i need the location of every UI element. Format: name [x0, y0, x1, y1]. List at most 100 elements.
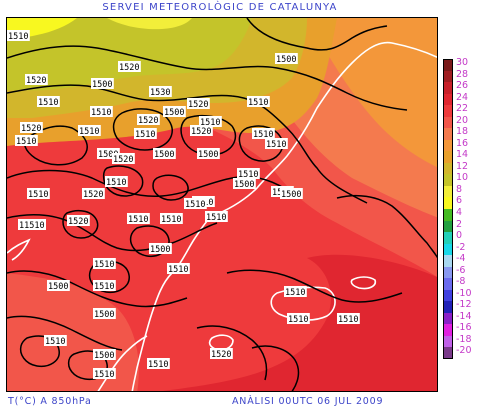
svg-text:1510: 1510 [106, 178, 126, 188]
temperature-map: 1510 1500 1520 1520 1500 1510 1530 1520 1510 1500… [6, 17, 438, 392]
legend-item: 6 [441, 196, 485, 209]
svg-text:1510: 1510 [285, 288, 305, 298]
isobar-label: 1520 [67, 215, 90, 227]
isobar-label: 1510 [265, 138, 288, 150]
isobar-label: 1500 [197, 148, 220, 160]
svg-text:1510: 1510 [200, 118, 220, 128]
legend-item: -10 [441, 287, 485, 302]
legend-label: -8 [456, 276, 466, 288]
isobar-label: 1500 [233, 178, 256, 190]
variable-label: T(°C) A 850hPa [8, 396, 92, 407]
legend-swatch [443, 301, 453, 313]
isobar-label: 1500 [47, 280, 70, 292]
isobars [7, 18, 437, 391]
legend-item: -4 [441, 253, 485, 267]
temperature-legend: 30 28 26 24 22 20 18 16 14 12 10 8 6 4 2 0 -2 -4 -6 -8 -10 -1… [441, 58, 485, 359]
legend-label: -18 [456, 333, 472, 345]
isobar-label: 1510 [237, 168, 260, 180]
legend-item: 16 [441, 138, 485, 152]
isobar [251, 345, 300, 391]
svg-text:1500: 1500 [281, 190, 301, 200]
svg-text:1500: 1500 [48, 282, 68, 292]
svg-text:1510: 1510 [185, 200, 205, 210]
legend-swatch [443, 162, 453, 175]
legend-swatch [443, 82, 453, 94]
isobar [7, 213, 218, 252]
legend-label: 0 [456, 230, 463, 242]
svg-text:1500: 1500 [94, 310, 114, 320]
isobar-label: 1510 [7, 30, 30, 42]
legend-swatch [443, 255, 453, 267]
isobar-label: 1520 [82, 188, 105, 200]
legend-item: 28 [441, 69, 485, 83]
legend-label: 4 [456, 207, 463, 218]
legend-item: -2 [441, 242, 485, 256]
svg-text:1520: 1520 [138, 116, 158, 126]
legend-label: 26 [456, 80, 469, 92]
svg-text:1520: 1520 [119, 63, 139, 73]
legend-swatch [443, 185, 453, 198]
isobar-label: 1520 [210, 348, 233, 360]
legend-item: -6 [441, 265, 485, 279]
legend-label: 8 [456, 183, 463, 195]
svg-text:1520: 1520 [113, 155, 133, 165]
isobar-label: 1510 [160, 213, 183, 225]
svg-text:1510: 1510 [266, 140, 286, 150]
legend-item: 14 [441, 150, 485, 163]
isobar-label: 1510 [37, 96, 60, 108]
legend-label: -20 [456, 345, 472, 357]
isobar-label: 1510 [134, 128, 157, 140]
svg-text:1500: 1500 [276, 55, 296, 65]
isobar-label: 1510 [287, 313, 310, 325]
svg-text:1500: 1500 [164, 108, 184, 118]
isobar [152, 174, 189, 201]
header-title: SERVEI METEOROLÒGIC DE CATALUNYA [102, 2, 338, 13]
legend-swatch [443, 59, 453, 71]
isobar-label: 1500 [91, 78, 114, 90]
isobar [88, 260, 130, 294]
isobar-label: 1520 [190, 125, 213, 137]
legend-swatch [443, 70, 453, 83]
legend-item: -18 [441, 333, 485, 348]
isobar-label: 1500 [93, 349, 116, 361]
isobar-label: 1520 [20, 122, 43, 134]
legend-swatch [443, 209, 453, 221]
legend-swatch [443, 289, 453, 302]
legend-label: 18 [456, 126, 469, 138]
svg-text:1520: 1520 [188, 100, 208, 110]
isobar-label: 1510 [93, 280, 116, 292]
legend-item: -12 [441, 300, 485, 313]
legend-swatch [443, 266, 453, 279]
svg-text:1510: 1510 [94, 282, 114, 292]
svg-text:1510: 1510 [128, 215, 148, 225]
svg-text:1510: 1510 [148, 360, 168, 370]
isobar-label: 1510 [105, 176, 128, 188]
legend-label: 24 [456, 91, 469, 103]
legend-label: -10 [456, 287, 472, 299]
legend-item: 2 [441, 219, 485, 233]
legend-label: 22 [456, 103, 469, 115]
svg-text:1500: 1500 [154, 150, 174, 160]
isobar-label: 1500 [280, 188, 303, 200]
isobar-label: 1500 [153, 148, 176, 160]
western-coast [7, 238, 31, 261]
legend-item: 8 [441, 183, 485, 198]
mainland-coast [131, 41, 437, 391]
svg-text:1520: 1520 [68, 217, 88, 227]
isobar-label: 1520 [25, 74, 48, 86]
legend-swatch [443, 139, 453, 152]
svg-text:1510: 1510 [135, 130, 155, 140]
isobar [102, 165, 144, 197]
legend-item: -20 [441, 345, 485, 359]
legend-label: -14 [456, 310, 472, 322]
legend-label: -4 [456, 253, 466, 265]
legend-label: 12 [456, 160, 469, 172]
svg-text:1510: 1510 [168, 265, 188, 275]
isobar-label: 1510 [247, 96, 270, 108]
legend-item: -16 [441, 323, 485, 336]
band-8 [107, 18, 192, 30]
coastlines [7, 41, 437, 391]
svg-text:1510: 1510 [94, 260, 114, 270]
isobar [7, 84, 368, 204]
